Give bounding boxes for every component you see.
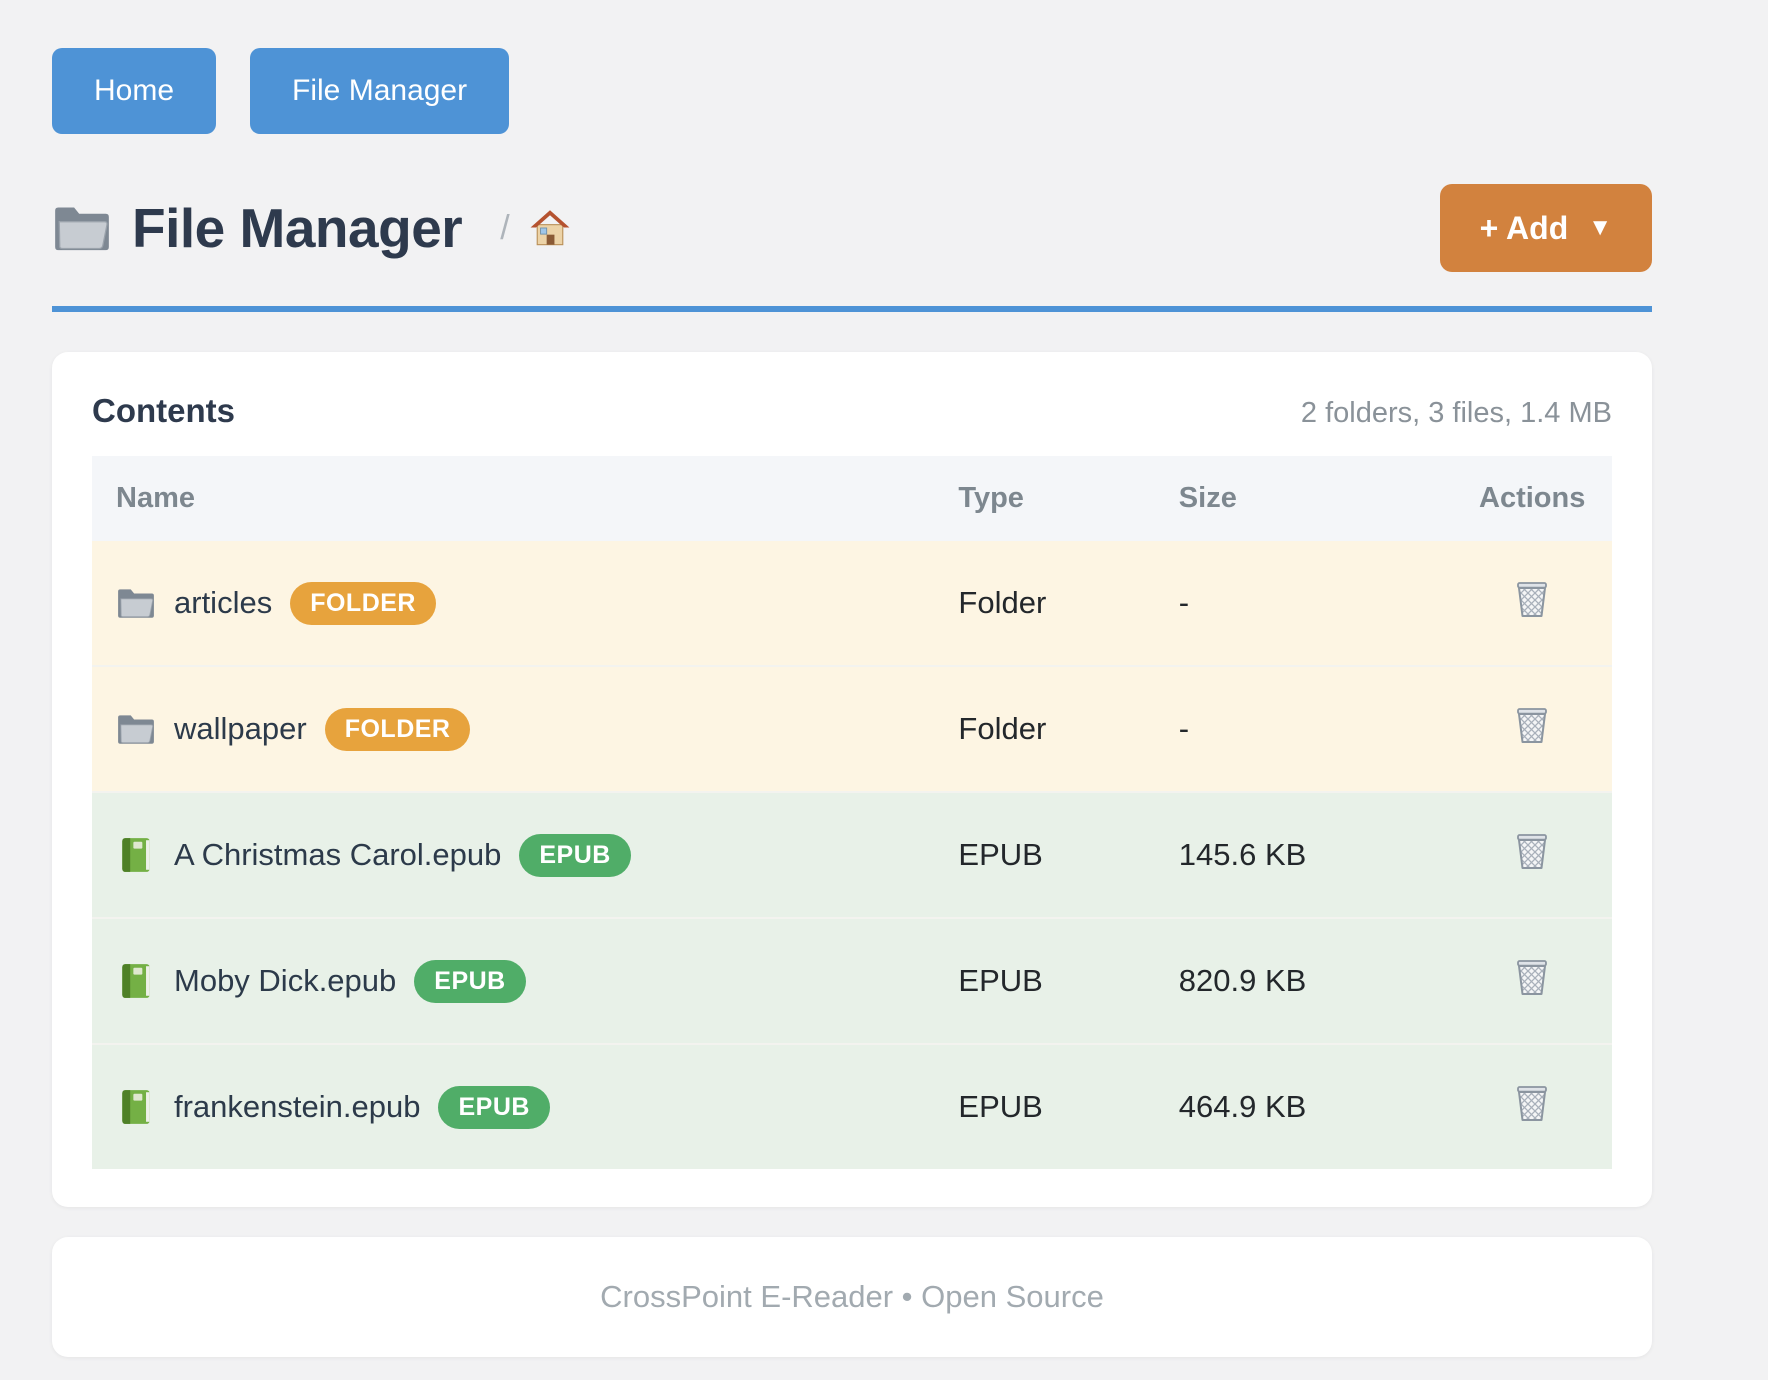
folder-icon — [116, 586, 156, 620]
trash-icon — [1514, 834, 1550, 874]
trash-icon — [1514, 1086, 1550, 1126]
add-button[interactable]: + Add ▼ — [1439, 184, 1652, 272]
table-row: wallpaper FOLDER Folder - — [92, 666, 1612, 792]
delete-button[interactable] — [1514, 579, 1550, 619]
column-header-type: Type — [958, 482, 1024, 514]
delete-button[interactable] — [1514, 1083, 1550, 1123]
title-wrap: File Manager / — [52, 196, 570, 260]
type-badge: EPUB — [438, 1085, 550, 1129]
table-header: Name Type Size Actions — [92, 456, 1612, 541]
page: Home File Manager File Manager / — [52, 0, 1652, 1357]
table-row: frankenstein.epub EPUB EPUB 464.9 KB — [92, 1044, 1612, 1169]
column-header-name: Name — [116, 482, 195, 514]
size-cell: 464.9 KB — [1178, 1089, 1307, 1124]
name-cell: Moby Dick.epub EPUB — [92, 959, 958, 1003]
contents-card: Contents 2 folders, 3 files, 1.4 MB Name… — [52, 352, 1652, 1207]
table-row: articles FOLDER Folder - — [92, 541, 1612, 666]
type-cell: Folder — [958, 585, 1047, 620]
book-icon — [116, 836, 156, 874]
type-cell: EPUB — [958, 1089, 1043, 1124]
size-cell: 820.9 KB — [1178, 963, 1307, 998]
top-nav: Home File Manager — [52, 0, 1652, 134]
contents-table: Name Type Size Actions articles FOLDER F… — [92, 456, 1612, 1169]
file-name-link[interactable]: articles — [174, 585, 273, 620]
file-name-link[interactable]: wallpaper — [174, 711, 307, 746]
column-header-size: Size — [1178, 482, 1237, 514]
contents-summary: 2 folders, 3 files, 1.4 MB — [1300, 397, 1612, 429]
caret-down-icon: ▼ — [1588, 214, 1612, 241]
size-cell: - — [1178, 585, 1190, 620]
type-badge: FOLDER — [324, 707, 471, 751]
table-row: A Christmas Carol.epub EPUB EPUB 145.6 K… — [92, 792, 1612, 918]
page-title: File Manager — [132, 197, 463, 259]
file-name-link[interactable]: A Christmas Carol.epub — [174, 837, 502, 872]
type-badge: EPUB — [414, 959, 526, 1003]
name-cell: articles FOLDER — [92, 581, 958, 625]
contents-heading: Contents — [92, 392, 235, 429]
home-icon[interactable] — [530, 209, 570, 247]
book-icon — [116, 1088, 156, 1126]
breadcrumb-separator: / — [500, 208, 510, 247]
size-cell: - — [1178, 711, 1190, 746]
book-icon — [116, 962, 156, 1000]
type-cell: Folder — [958, 711, 1047, 746]
delete-button[interactable] — [1514, 957, 1550, 997]
name-cell: wallpaper FOLDER — [92, 707, 958, 751]
table-row: Moby Dick.epub EPUB EPUB 820.9 KB — [92, 918, 1612, 1044]
trash-icon — [1514, 708, 1550, 748]
type-badge: FOLDER — [290, 581, 436, 625]
trash-icon — [1514, 960, 1550, 1000]
delete-button[interactable] — [1514, 831, 1550, 871]
trash-icon — [1514, 582, 1550, 622]
folder-icon — [52, 202, 112, 254]
size-cell: 145.6 KB — [1178, 837, 1307, 872]
name-cell: A Christmas Carol.epub EPUB — [92, 833, 958, 877]
nav-home-button[interactable]: Home — [52, 48, 217, 134]
column-header-actions: Actions — [1479, 482, 1586, 514]
folder-icon — [116, 712, 156, 746]
page-header: File Manager / + Add ▼ — [52, 184, 1652, 312]
name-cell: frankenstein.epub EPUB — [92, 1085, 958, 1129]
file-name-link[interactable]: frankenstein.epub — [174, 1089, 421, 1124]
footer-text: CrossPoint E-Reader • Open Source — [600, 1279, 1104, 1314]
nav-file-manager-button[interactable]: File Manager — [250, 48, 510, 134]
add-button-label: + Add — [1479, 209, 1569, 246]
type-badge: EPUB — [519, 833, 631, 877]
type-cell: EPUB — [958, 963, 1043, 998]
contents-card-header: Contents 2 folders, 3 files, 1.4 MB — [92, 392, 1612, 430]
file-name-link[interactable]: Moby Dick.epub — [174, 963, 397, 998]
type-cell: EPUB — [958, 837, 1043, 872]
delete-button[interactable] — [1514, 705, 1550, 745]
footer-card: CrossPoint E-Reader • Open Source — [52, 1237, 1652, 1357]
